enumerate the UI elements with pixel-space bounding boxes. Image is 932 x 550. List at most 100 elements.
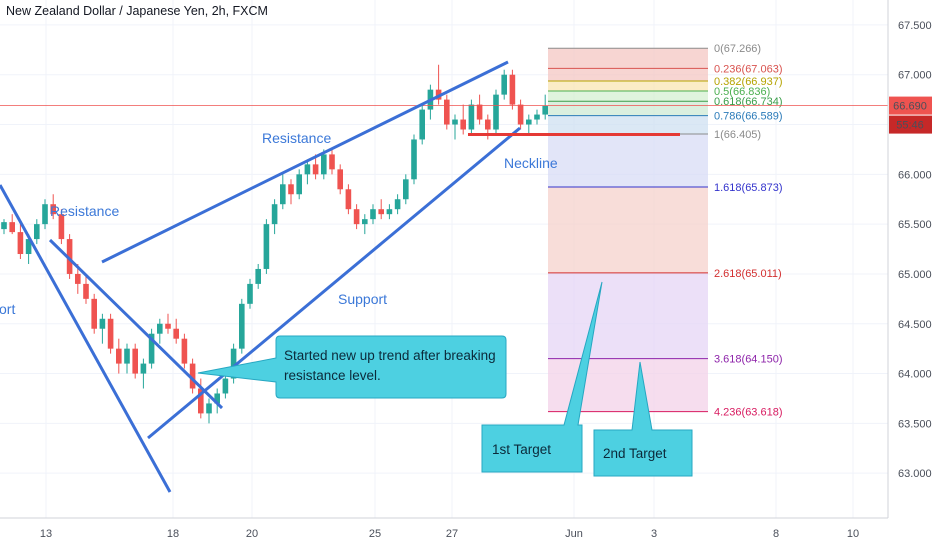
candle-body: [411, 139, 417, 180]
annotation-support-left: ort: [0, 301, 15, 317]
date-tick-label: 13: [40, 528, 52, 540]
trend-line: [48, 238, 224, 410]
candle-body: [378, 209, 384, 215]
candle-body: [247, 283, 253, 304]
candle-body: [329, 154, 335, 170]
candle-body: [493, 94, 499, 130]
candle-body: [157, 323, 163, 334]
candle-body: [107, 318, 114, 349]
candle-body: [222, 378, 229, 394]
fib-zone: [548, 133, 708, 187]
candle-body: [75, 273, 81, 284]
target-1-box: [481, 281, 603, 473]
candle-body: [526, 119, 532, 125]
candle-body: [370, 209, 376, 220]
candle-body: [386, 209, 393, 215]
date-tick-label: 20: [246, 528, 258, 540]
candle-body: [296, 174, 302, 195]
price-tick-label: 63.000: [898, 468, 932, 480]
date-tick-label: 25: [369, 528, 381, 540]
price-tick-label: 67.000: [898, 70, 932, 82]
candle-body: [542, 105, 548, 115]
chart-title: New Zealand Dollar / Japanese Yen, 2h, F…: [6, 4, 268, 18]
fib-zone: [548, 48, 708, 69]
candle-body: [42, 204, 48, 225]
price-tick-label: 67.500: [898, 20, 932, 32]
candle-body: [271, 204, 278, 225]
fib-level-label: 0.786(66.589): [714, 111, 783, 123]
candle-body: [509, 74, 516, 105]
fib-level-label: 3.618(64.150): [714, 354, 783, 366]
price-tick-label: 65.500: [898, 219, 932, 231]
candle-body: [288, 184, 294, 195]
date-tick-label: 8: [773, 528, 779, 540]
price-axis-bg: [888, 0, 932, 550]
candle-body: [50, 204, 56, 215]
fib-level-label: 2.618(65.011): [714, 268, 782, 280]
target-2-box: [593, 361, 693, 477]
candle-body: [476, 104, 483, 120]
candle-body: [239, 303, 245, 349]
fib-level-label: 0.618(66.734): [714, 96, 783, 108]
candle-body: [468, 104, 475, 130]
current-price-label: 66.690: [893, 101, 927, 113]
trend-line: [147, 126, 521, 440]
price-tick-label: 64.500: [898, 319, 932, 331]
candle-body: [148, 333, 155, 364]
price-axis[interactable]: 67.50067.00066.50066.00065.50065.00064.5…: [887, 0, 932, 550]
annotation-resistance-left: Resistance: [50, 203, 119, 219]
candle-body: [534, 114, 540, 120]
candle-body: [517, 104, 524, 125]
date-tick-label: 3: [651, 528, 657, 540]
fib-zone: [548, 115, 708, 134]
candle-body: [501, 74, 507, 95]
candle-body: [91, 298, 97, 329]
candle-body: [66, 239, 73, 274]
candle-body: [280, 184, 286, 205]
callout-line-2: resistance level.: [284, 368, 381, 383]
price-tick-label: 66.000: [898, 169, 932, 181]
candle-body: [214, 393, 220, 404]
trend-line: [0, 184, 172, 493]
fib-level-label: 0.236(67.063): [714, 63, 783, 75]
countdown-label: 55:46: [896, 120, 924, 132]
candle-body: [353, 209, 360, 225]
candlestick-series: [1, 64, 548, 424]
candle-body: [304, 164, 311, 175]
date-tick-label: 10: [847, 528, 859, 540]
candle-body: [9, 222, 15, 233]
candle-body: [165, 323, 171, 329]
candle-body: [58, 214, 65, 240]
date-tick-label: Jun: [565, 528, 583, 540]
fib-zone: [548, 91, 708, 102]
fib-level-label: 1.618(65.873): [714, 182, 783, 194]
callout-line-1: Started new up trend after breaking: [284, 348, 496, 363]
fib-zone: [548, 272, 708, 359]
price-tick-label: 64.000: [898, 369, 932, 381]
candle-body: [312, 164, 319, 175]
countdown-badge: [889, 115, 932, 134]
candle-body: [337, 169, 343, 190]
candle-body: [460, 119, 466, 130]
candle-body: [116, 348, 122, 364]
candle-body: [25, 239, 32, 255]
fib-zone: [548, 186, 708, 273]
price-tick-label: 63.500: [898, 418, 932, 430]
candle-body: [1, 222, 7, 230]
callout-box: [197, 335, 507, 399]
candle-body: [189, 363, 196, 389]
candle-body: [362, 219, 368, 225]
time-axis[interactable]: 13 18 20 25 27 Jun 3 8 10: [0, 517, 888, 540]
candle-body: [198, 388, 204, 414]
candle-body: [255, 268, 261, 284]
candle-body: [140, 363, 147, 374]
candle-body: [345, 189, 352, 210]
fib-level-label: 0(67.266): [714, 43, 761, 55]
annotation-neckline: Neckline: [504, 155, 558, 171]
candle-body: [173, 328, 179, 339]
price-tick-label: 65.000: [898, 269, 932, 281]
fib-level-label: 4.236(63.618): [714, 407, 783, 419]
trend-drawings: Resistance Resistance ort Support Neckline St…: [0, 60, 888, 493]
fibonacci-retracement: 0(67.266) 0.236(67.063)0.382(66.937)0.5(6…: [548, 43, 783, 419]
